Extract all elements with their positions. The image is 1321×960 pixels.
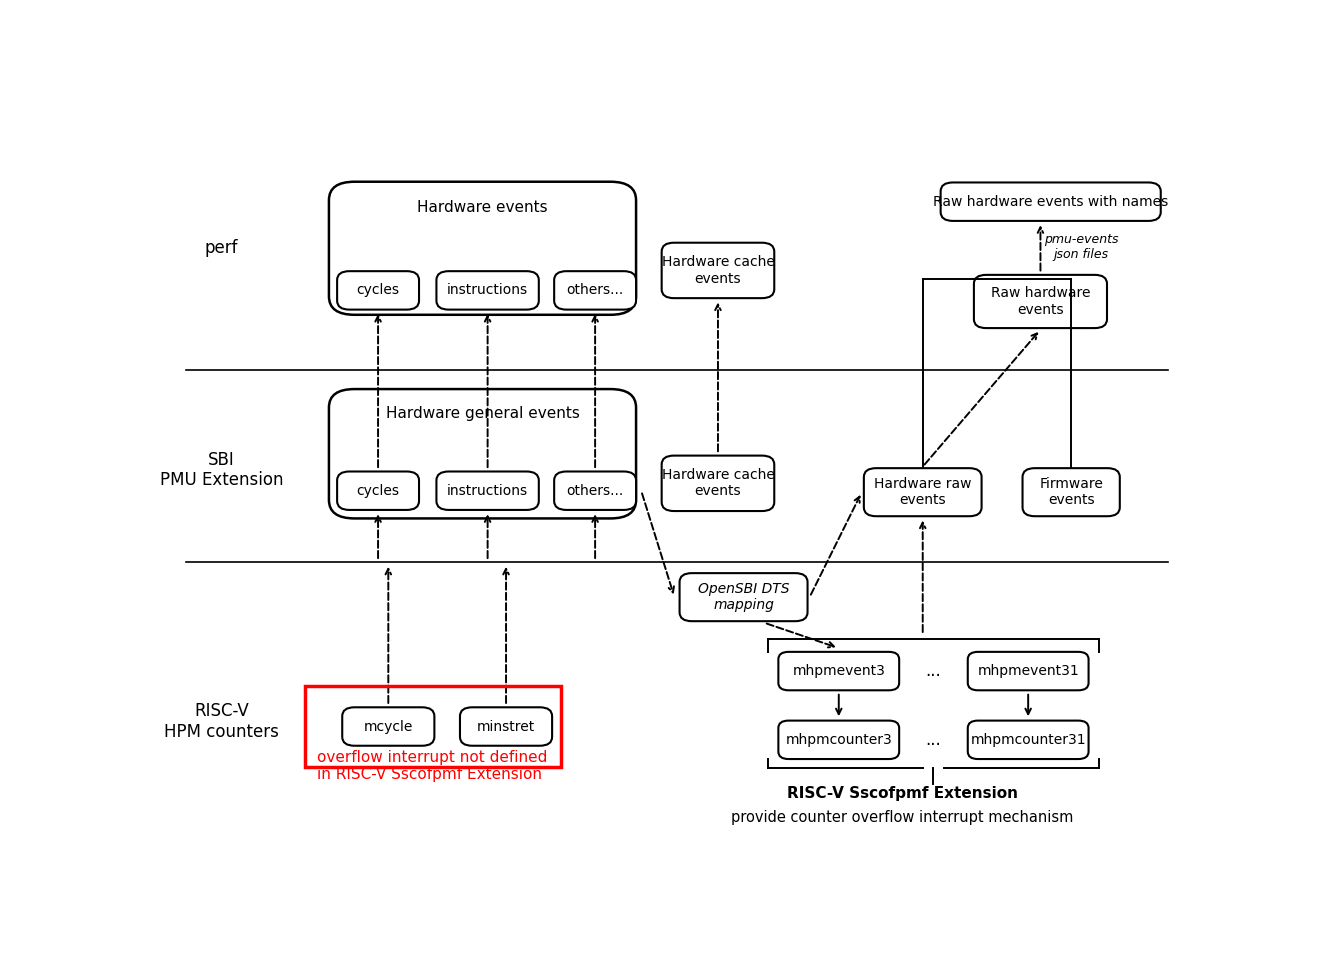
Text: ...: ...: [926, 731, 942, 749]
Text: instructions: instructions: [446, 283, 528, 298]
FancyBboxPatch shape: [864, 468, 982, 516]
Text: Hardware events: Hardware events: [417, 200, 548, 215]
Text: OpenSBI DTS
mapping: OpenSBI DTS mapping: [697, 582, 790, 612]
Text: overflow interrupt not defined
in RISC-V Sscofpmf Extension: overflow interrupt not defined in RISC-V…: [317, 750, 547, 782]
Text: mhpmcounter31: mhpmcounter31: [971, 732, 1086, 747]
FancyBboxPatch shape: [679, 573, 807, 621]
FancyBboxPatch shape: [329, 389, 637, 518]
Text: mhpmevent31: mhpmevent31: [978, 664, 1079, 678]
Text: Hardware cache
events: Hardware cache events: [662, 468, 774, 498]
FancyBboxPatch shape: [555, 471, 637, 510]
FancyBboxPatch shape: [1022, 468, 1120, 516]
FancyBboxPatch shape: [436, 271, 539, 310]
FancyBboxPatch shape: [436, 471, 539, 510]
Text: cycles: cycles: [357, 283, 399, 298]
FancyBboxPatch shape: [460, 708, 552, 746]
FancyBboxPatch shape: [555, 271, 637, 310]
FancyBboxPatch shape: [337, 471, 419, 510]
Text: provide counter overflow interrupt mechanism: provide counter overflow interrupt mecha…: [731, 810, 1074, 825]
FancyBboxPatch shape: [968, 721, 1089, 759]
Text: mhpmevent3: mhpmevent3: [793, 664, 885, 678]
Text: RISC-V
HPM counters: RISC-V HPM counters: [164, 702, 279, 741]
FancyBboxPatch shape: [337, 271, 419, 310]
FancyBboxPatch shape: [778, 721, 900, 759]
FancyBboxPatch shape: [974, 275, 1107, 328]
Bar: [305, 685, 561, 767]
Text: RISC-V Sscofpmf Extension: RISC-V Sscofpmf Extension: [787, 786, 1017, 802]
FancyBboxPatch shape: [662, 243, 774, 299]
Text: Hardware general events: Hardware general events: [386, 405, 580, 420]
Text: Raw hardware
events: Raw hardware events: [991, 286, 1090, 317]
Text: others...: others...: [567, 283, 624, 298]
Text: Hardware cache
events: Hardware cache events: [662, 255, 774, 285]
Text: mhpmcounter3: mhpmcounter3: [786, 732, 892, 747]
Text: Hardware raw
events: Hardware raw events: [875, 477, 971, 507]
Text: ...: ...: [926, 662, 942, 680]
FancyBboxPatch shape: [662, 456, 774, 511]
Text: Raw hardware events with names: Raw hardware events with names: [933, 195, 1168, 208]
Text: mcycle: mcycle: [363, 719, 413, 733]
FancyBboxPatch shape: [342, 708, 435, 746]
Text: pmu-events
json files: pmu-events json files: [1044, 232, 1119, 261]
FancyBboxPatch shape: [329, 181, 637, 315]
FancyBboxPatch shape: [968, 652, 1089, 690]
Text: others...: others...: [567, 484, 624, 497]
FancyBboxPatch shape: [778, 652, 900, 690]
Text: instructions: instructions: [446, 484, 528, 497]
Text: SBI
PMU Extension: SBI PMU Extension: [160, 450, 283, 490]
FancyBboxPatch shape: [941, 182, 1161, 221]
Text: Firmware
events: Firmware events: [1040, 477, 1103, 507]
Text: cycles: cycles: [357, 484, 399, 497]
Text: minstret: minstret: [477, 719, 535, 733]
Text: perf: perf: [205, 239, 238, 257]
